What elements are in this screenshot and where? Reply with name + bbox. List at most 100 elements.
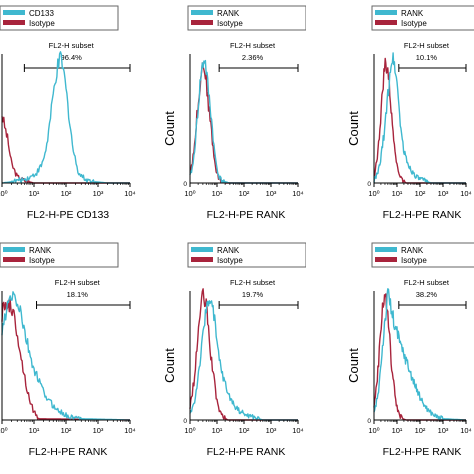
y-zero-label: 0 [183,181,187,188]
legend-entry: RANK [217,246,240,255]
x-tick-label: 10¹ [392,189,403,198]
x-tick-label: 10² [239,426,250,435]
gate-label: FL2-H subset [230,278,276,287]
legend-swatch [191,247,213,252]
legend-entry: Isotype [401,19,427,28]
gate-value: 10.1% [416,53,438,62]
gate-value: 19.7% [242,290,264,299]
legend-swatch [191,20,213,25]
x-tick-label: 10³ [93,189,104,198]
series-line-isotype [373,57,466,184]
series-line-isotype [1,116,130,184]
x-tick-label: 10⁴ [460,189,472,198]
legend-entry: RANK [401,246,424,255]
gate-label: FL2-H subset [404,278,450,287]
legend-entry: Isotype [217,256,243,265]
gate-value: 96.4% [61,53,83,62]
legend-entry: Isotype [29,19,55,28]
y-axis-label: Count [162,111,177,146]
x-tick-label: 10³ [93,426,104,435]
series-line-rank [189,300,298,421]
legend-swatch [3,247,25,252]
x-tick-label: 10⁴ [292,426,304,435]
legend-entry: Isotype [29,256,55,265]
x-tick-label: 10¹ [392,426,403,435]
series-line-isotype [373,293,466,421]
legend-entry: RANK [217,9,240,18]
y-axis-label: Count [346,111,361,146]
legend-box [0,242,119,268]
legend-entry: Isotype [217,19,243,28]
series-line-rank [373,288,466,421]
x-tick-label: 10⁰ [184,426,195,435]
y-zero-label: 0 [183,418,187,425]
legend-entry: CD133 [29,9,54,18]
x-tick-label: 10¹ [29,426,40,435]
histogram-panel-rank-1: RANK Isotype FL2-H subset 2.36% 0 10⁰ 10¹ 10² 10… [146,0,306,237]
x-tick-label: 10⁰ [368,189,379,198]
gate-value: 2.36% [242,53,264,62]
x-tick-label: 10³ [438,426,449,435]
series-line-cd133 [1,51,130,184]
y-axis-label: Count [346,348,361,383]
legend-swatch [191,257,213,262]
legend-swatch [375,257,397,262]
legend-swatch [375,10,397,15]
x-tick-label: 10⁰ [184,189,195,198]
histogram-panel-rank-2: RANK Isotype FL2-H subset 10.1% 0 10⁰ 10¹ 10² 10… [330,0,474,237]
x-tick-label: 10⁰ [0,189,8,198]
legend-swatch [3,10,25,15]
y-zero-label: 0 [367,418,371,425]
gate-label: FL2-H subset [404,41,450,50]
legend-swatch [191,10,213,15]
x-tick-label: 10¹ [212,189,223,198]
gate-value: 18.1% [67,290,89,299]
legend-box [187,5,306,31]
x-tick-label: 10⁰ [368,426,379,435]
x-axis-label: FL2-H-PE CD133 [27,209,109,221]
x-tick-label: 10³ [266,426,277,435]
x-axis-label: FL2-H-PE RANK [383,446,462,458]
x-axis-label: FL2-H-PE RANK [207,446,286,458]
legend-box [187,242,306,268]
x-tick-label: 10² [415,426,426,435]
x-tick-label: 10³ [438,189,449,198]
x-axis-label: FL2-H-PE RANK [29,446,108,458]
legend-swatch [375,20,397,25]
x-axis-label: FL2-H-PE RANK [207,209,286,221]
x-tick-label: 10² [61,189,72,198]
x-tick-label: 10⁴ [460,426,472,435]
gate-label: FL2-H subset [49,41,95,50]
histogram-panel-rank-4: RANK Isotype FL2-H subset 19.7% 0 10⁰ 10¹ 10² 10… [146,237,306,474]
series-line-isotype [189,62,298,184]
legend-entry: Isotype [401,256,427,265]
y-zero-label: 0 [367,181,371,188]
histogram-panel-rank-5: RANK Isotype FL2-H subset 38.2% 0 10⁰ 10¹ 10² 10… [330,237,474,474]
x-tick-label: 10¹ [29,189,40,198]
x-tick-label: 10² [239,189,250,198]
x-tick-label: 10³ [266,189,277,198]
legend-entry: RANK [29,246,52,255]
legend-box [0,5,119,31]
x-tick-label: 10⁴ [124,426,136,435]
legend-entry: RANK [401,9,424,18]
series-line-rank [1,291,130,421]
x-axis-label: FL2-H-PE RANK [383,209,462,221]
legend-swatch [3,20,25,25]
gate-label: FL2-H subset [55,278,101,287]
legend-swatch [3,257,25,262]
y-axis-label: Count [162,348,177,383]
x-tick-label: 10² [61,426,72,435]
